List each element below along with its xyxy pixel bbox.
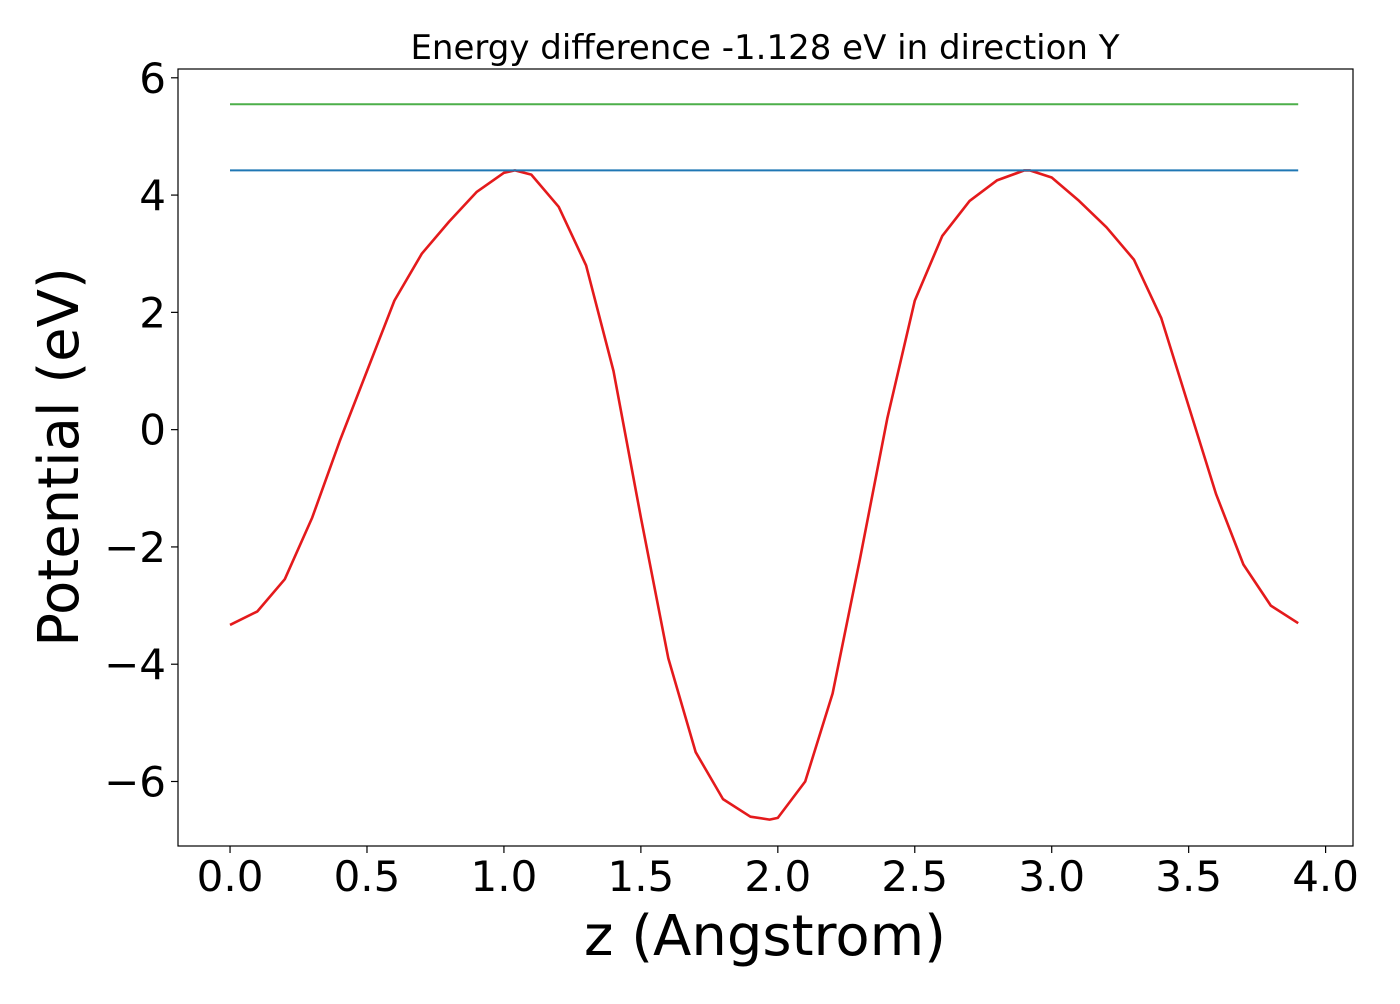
x-tick-label: 3.5	[1155, 852, 1222, 901]
series-layer	[229, 103, 1299, 821]
x-axis-label: z (Angstrom)	[584, 904, 946, 969]
x-tick-label: 1.0	[471, 852, 538, 901]
x-tick-label: 4.0	[1292, 852, 1359, 901]
x-tick-label: 0.0	[197, 852, 264, 901]
series-line-0	[229, 169, 1299, 821]
x-tick-label: 2.0	[744, 852, 811, 901]
y-axis-label: Potential (eV)	[27, 267, 92, 647]
chart-title: Energy difference -1.128 eV in direction…	[410, 28, 1119, 68]
y-tick-label: −2	[104, 523, 166, 572]
x-tick-label: 2.5	[881, 852, 948, 901]
y-tick-label: 2	[139, 288, 166, 337]
x-tick-label: 1.5	[607, 852, 674, 901]
y-tick-label: −6	[104, 757, 166, 806]
y-tick-label: 6	[139, 54, 166, 103]
y-tick-label: −4	[104, 640, 166, 689]
y-axis: −6 −4 −2 0 2 4 6	[104, 54, 178, 806]
x-tick-label: 0.5	[334, 852, 401, 901]
y-tick-label: 4	[139, 171, 166, 220]
plot-frame	[177, 68, 1354, 847]
x-tick-label: 3.0	[1018, 852, 1085, 901]
x-axis: 0.0 0.5 1.0 1.5 2.0 2.5 3.0 3.5 4.0	[197, 846, 1359, 901]
y-tick-label: 0	[139, 406, 166, 455]
